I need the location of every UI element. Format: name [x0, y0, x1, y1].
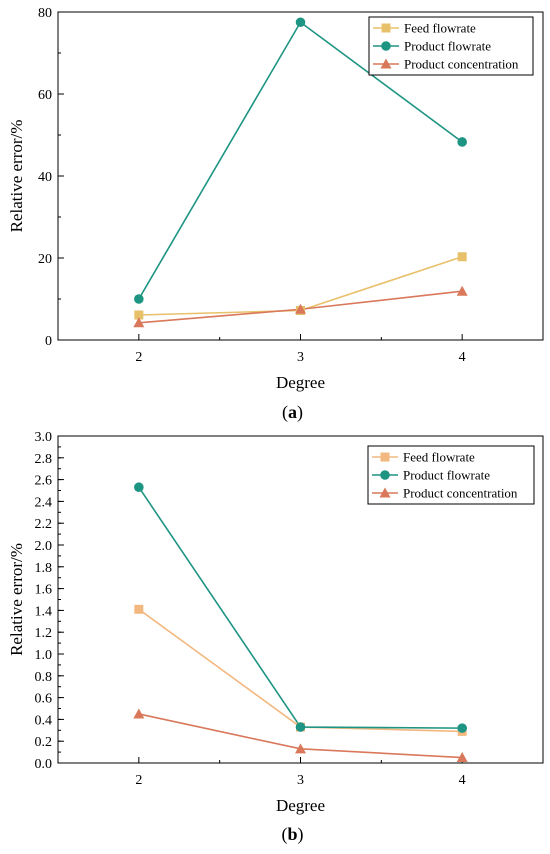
y-tick-label: 2.4	[35, 495, 53, 510]
caption-letter: a	[288, 402, 297, 422]
caption-letter: b	[287, 824, 297, 844]
chart-a: 0 20 40 60 80 2 3 4 Degree Relative error/% (a) Fee…	[7, 6, 544, 423]
data-point	[457, 137, 467, 147]
y-tick-label: 0.4	[35, 713, 53, 728]
data-point	[456, 285, 468, 296]
chart-b: 0.0 0.2 0.4 0.6 0.8 1.0 1.2 1.4 1.6 1.8 2.0 2.2 2.4 2…	[7, 430, 544, 845]
data-point	[295, 303, 306, 314]
data-point	[295, 17, 306, 28]
data-point	[457, 252, 467, 262]
x-tick-label: 2	[135, 350, 142, 365]
y-tick-label: 60	[38, 88, 52, 103]
legend-label: Product concentration	[403, 486, 518, 501]
data-point	[457, 723, 467, 733]
panel-caption: (a)	[282, 402, 303, 423]
x-tick-label: 3	[297, 350, 304, 365]
y-tick-label: 20	[38, 252, 52, 267]
y-tick-label: 0	[45, 334, 52, 349]
legend-marker	[380, 58, 392, 69]
data-point	[134, 294, 144, 304]
legend-label: Product concentration	[404, 57, 519, 72]
x-axis-label: Degree	[276, 796, 325, 815]
caption-open: (	[281, 824, 287, 845]
caption-close: )	[297, 402, 303, 423]
caption-open: (	[282, 402, 288, 423]
data-point	[295, 722, 306, 732]
legend-label: Feed flowrate	[404, 21, 476, 36]
legend-marker	[379, 487, 391, 498]
y-tick-label: 0.0	[35, 757, 53, 772]
legend-label: Feed flowrate	[403, 450, 475, 465]
y-tick-label: 1.2	[35, 626, 53, 641]
x-tick-label: 4	[459, 773, 466, 788]
y-tick-label: 3.0	[35, 430, 53, 445]
data-point	[133, 317, 145, 328]
y-tick-label: 80	[38, 6, 52, 21]
y-tick-label: 1.6	[35, 583, 53, 598]
panel-caption: (b)	[281, 824, 303, 845]
y-tick-label: 2.8	[35, 452, 53, 467]
data-point	[134, 604, 144, 614]
x-tick-label: 2	[135, 773, 142, 788]
y-tick-label: 1.0	[35, 648, 53, 663]
y-tick-label: 0.8	[35, 670, 53, 685]
y-tick-label: 2.0	[35, 539, 53, 554]
legend-marker	[381, 41, 391, 51]
y-tick-label: 1.8	[35, 561, 53, 576]
legend-marker	[380, 470, 390, 480]
legend-marker	[381, 23, 391, 33]
data-point	[134, 482, 144, 493]
legend-marker	[380, 452, 390, 462]
x-tick-label: 4	[459, 350, 466, 365]
x-tick-label: 3	[297, 773, 304, 788]
data-point	[456, 752, 468, 763]
y-tick-label: 40	[38, 170, 52, 185]
series-line-2	[138, 486, 463, 729]
y-tick-label: 1.4	[35, 604, 53, 619]
data-point	[134, 310, 144, 320]
y-axis-label: Relative error/%	[7, 120, 26, 233]
y-tick-label: 2.6	[35, 474, 53, 489]
data-point	[295, 743, 306, 754]
caption-close: )	[298, 824, 304, 845]
y-tick-label: 0.2	[35, 735, 53, 750]
legend-label: Product flowrate	[404, 39, 491, 54]
series-line-1	[138, 608, 463, 733]
y-tick-label: 0.6	[35, 692, 53, 707]
y-tick-label: 2.2	[35, 517, 53, 532]
legend: Feed flowrate Product flowrate Product con…	[367, 445, 535, 505]
legend: Feed flowrate Product flowrate Product con…	[368, 16, 534, 76]
x-axis-label: Degree	[276, 373, 325, 392]
legend-label: Product flowrate	[403, 468, 490, 483]
y-axis-label: Relative error/%	[7, 543, 26, 656]
data-point	[133, 708, 145, 719]
